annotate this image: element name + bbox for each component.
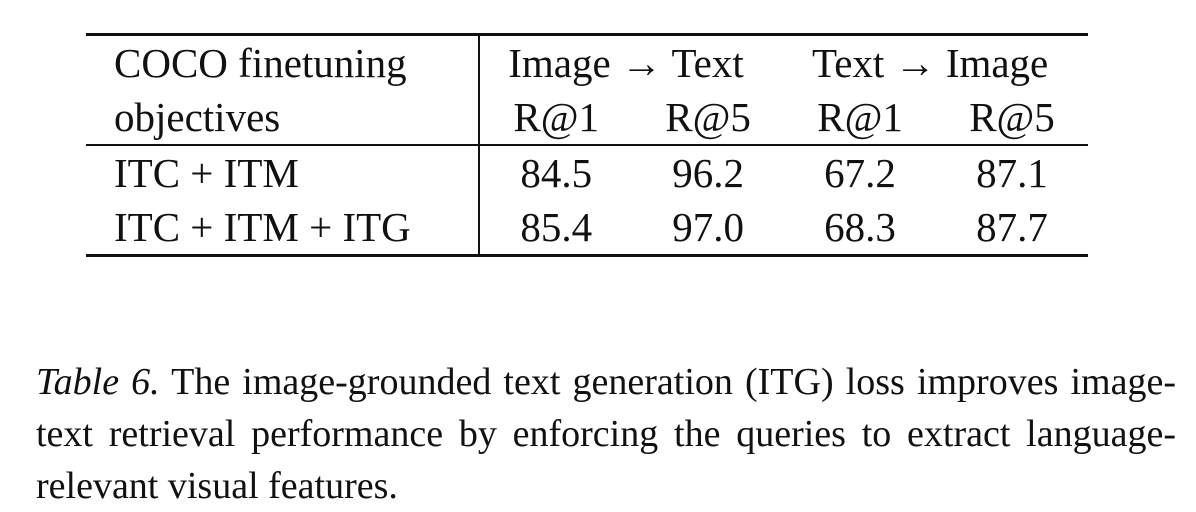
value-cell: 96.2 [672,150,744,196]
table-row: ITC + ITM + ITG 85.4 97.0 68.3 87.7 [86,200,1088,256]
value-cell: 97.0 [672,204,744,250]
objectives-header-line1: COCO finetuning [114,40,407,86]
objective-cell: ITC + ITM [114,150,299,196]
caption-text: The image-grounded text generation (ITG)… [36,361,1176,507]
value-cell: 67.2 [824,150,896,196]
value-cell: 68.3 [824,204,896,250]
text-to-image-header: Text → Image [812,40,1049,86]
caption-label: Table 6. [36,361,160,403]
value-cell: 84.5 [478,145,633,200]
metric-header: R@5 [665,94,751,140]
value-cell: 85.4 [478,200,633,256]
metric-header: R@1 [817,94,903,140]
metric-header: R@1 [478,90,633,145]
table-row: ITC + ITM 84.5 96.2 67.2 87.1 [86,145,1088,200]
value-cell: 87.7 [976,204,1048,250]
objectives-header-line2: objectives [114,94,281,140]
results-table-container: COCO finetuning Image → Text Text → Imag… [86,33,1088,257]
table-caption: Table 6. The image-grounded text generat… [36,356,1176,512]
results-table: COCO finetuning Image → Text Text → Imag… [86,33,1088,257]
value-cell: 87.1 [976,150,1048,196]
metric-header: R@5 [969,94,1055,140]
objective-cell: ITC + ITM + ITG [114,204,411,250]
header-row-2: objectives R@1 R@5 R@1 R@5 [86,90,1088,145]
header-row-1: COCO finetuning Image → Text Text → Imag… [86,34,1088,90]
image-to-text-header: Image → Text [478,34,785,90]
